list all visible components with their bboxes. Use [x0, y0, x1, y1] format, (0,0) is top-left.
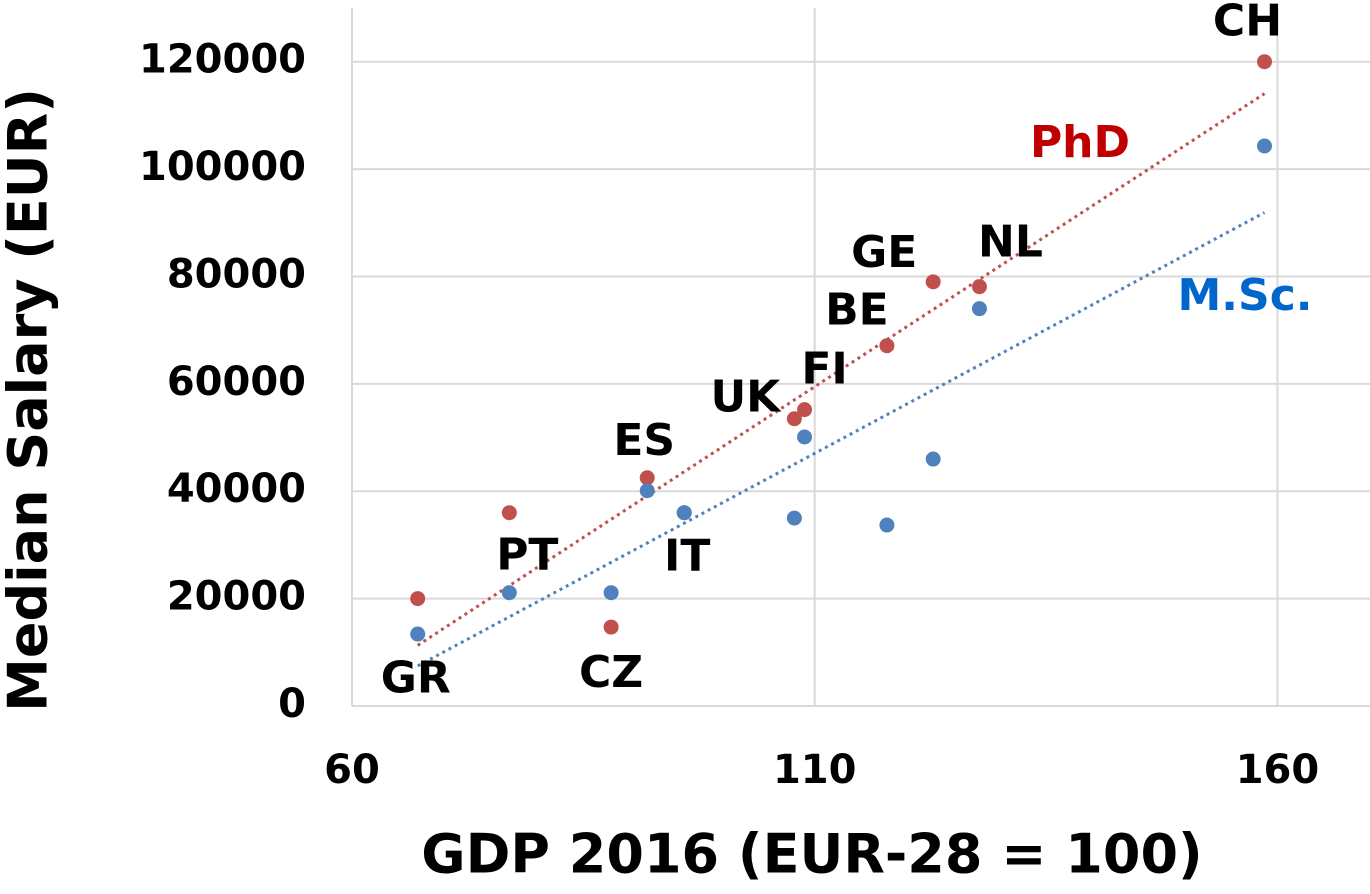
point — [603, 585, 619, 601]
point — [1256, 54, 1272, 70]
trendline — [416, 92, 1266, 647]
y-tick-label: 80000 — [167, 251, 306, 297]
point — [925, 451, 941, 467]
point-label: NL — [978, 217, 1043, 268]
y-axis-title: Median Salary (EUR) — [0, 88, 60, 712]
y-tick-label: 60000 — [167, 359, 306, 405]
point — [1256, 138, 1272, 154]
point — [410, 626, 426, 642]
point — [786, 411, 802, 427]
point — [501, 585, 517, 601]
y-tick-label: 20000 — [167, 574, 306, 620]
point — [971, 301, 987, 317]
point-label: PT — [496, 530, 558, 581]
point — [676, 505, 692, 521]
point-label: GE — [851, 227, 917, 278]
series-label: PhD — [1030, 117, 1130, 168]
point — [879, 517, 895, 533]
point — [603, 619, 619, 635]
point — [925, 274, 941, 290]
x-tick-label: 60 — [324, 747, 380, 793]
point-label: FI — [801, 344, 847, 395]
y-tick-label: 120000 — [139, 37, 306, 83]
point-label: BE — [825, 285, 889, 336]
point — [410, 591, 426, 607]
point — [971, 279, 987, 295]
point — [639, 483, 655, 499]
x-axis-title: GDP 2016 (EUR-28 = 100) — [421, 823, 1202, 886]
point-label: IT — [664, 531, 710, 582]
point — [797, 429, 813, 445]
point-label: CH — [1213, 0, 1282, 47]
trendline — [416, 211, 1266, 668]
x-tick-label: 110 — [773, 747, 857, 793]
y-tick-label: 40000 — [167, 466, 306, 512]
series-label: M.Sc. — [1178, 270, 1313, 321]
point-label: GR — [381, 653, 451, 704]
point — [501, 505, 517, 521]
point — [786, 510, 802, 526]
y-tick-label: 100000 — [139, 144, 306, 190]
point — [639, 470, 655, 486]
point-label: UK — [710, 372, 782, 423]
y-tick-label: 0 — [278, 681, 306, 727]
point — [797, 402, 813, 418]
point-label: ES — [613, 415, 675, 466]
x-tick-label: 160 — [1236, 747, 1320, 793]
point-label: CZ — [579, 647, 643, 698]
point — [879, 338, 895, 354]
